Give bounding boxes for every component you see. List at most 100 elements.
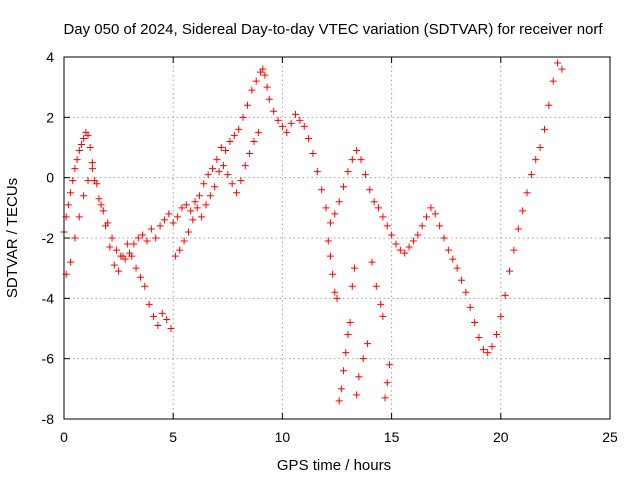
data-point xyxy=(88,159,96,167)
data-points xyxy=(60,59,566,405)
data-point xyxy=(501,291,509,299)
data-point xyxy=(193,204,201,212)
data-point xyxy=(322,204,330,212)
data-point xyxy=(265,95,273,103)
sdtvar-lower-branch xyxy=(62,128,262,332)
data-point xyxy=(239,113,247,121)
data-point xyxy=(182,201,190,209)
data-point xyxy=(361,171,369,179)
data-point xyxy=(202,201,210,209)
chart-title: Day 050 of 2024, Sidereal Day-to-day VTE… xyxy=(63,21,603,38)
data-point xyxy=(141,282,149,290)
data-point xyxy=(93,180,101,188)
data-point xyxy=(215,168,223,176)
data-point xyxy=(86,144,94,151)
data-point xyxy=(209,165,217,173)
data-point xyxy=(368,258,376,266)
data-point xyxy=(475,334,483,342)
data-point xyxy=(171,252,179,260)
data-point xyxy=(110,261,118,269)
sdtvar-dropouts xyxy=(324,237,393,405)
data-point xyxy=(97,201,105,209)
data-point xyxy=(383,379,391,387)
data-point xyxy=(401,249,409,257)
data-point xyxy=(195,192,203,200)
y-tick-label: -8 xyxy=(42,411,55,427)
data-point xyxy=(217,144,225,151)
data-point xyxy=(305,134,313,142)
data-point xyxy=(73,156,81,164)
x-tick-label: 5 xyxy=(169,429,177,445)
data-point xyxy=(150,312,158,320)
data-point xyxy=(243,101,251,109)
y-axis-label: SDTVAR / TECUs xyxy=(4,178,21,298)
data-point xyxy=(497,312,505,320)
data-point xyxy=(123,240,131,248)
data-point xyxy=(337,385,345,393)
data-point xyxy=(370,198,378,206)
data-point xyxy=(254,128,262,136)
data-point xyxy=(287,119,295,127)
data-point xyxy=(506,267,514,275)
data-point xyxy=(409,237,417,245)
x-tick-label: 20 xyxy=(493,429,509,445)
data-point xyxy=(296,116,304,124)
data-point xyxy=(549,77,557,85)
data-point xyxy=(359,355,367,363)
data-point xyxy=(119,252,127,260)
axis-ticks: 0 5 10 15 20 25 -8 -6 -4 -2 0 2 4 xyxy=(42,49,618,445)
data-point xyxy=(274,116,282,124)
data-point xyxy=(300,122,308,130)
data-point xyxy=(145,300,153,308)
data-point xyxy=(283,128,291,136)
data-point xyxy=(222,147,230,155)
data-point xyxy=(353,391,361,399)
data-point xyxy=(101,222,109,230)
data-point xyxy=(115,267,123,275)
data-point xyxy=(335,397,343,405)
data-point xyxy=(176,246,184,254)
gridlines xyxy=(64,57,610,419)
y-tick-label: -2 xyxy=(42,230,55,246)
data-point xyxy=(510,246,518,254)
data-point xyxy=(228,180,236,188)
data-point xyxy=(431,210,439,218)
data-point xyxy=(75,213,83,221)
data-point xyxy=(84,177,92,185)
data-point xyxy=(519,207,527,215)
x-tick-label: 25 xyxy=(602,429,618,445)
data-point xyxy=(99,207,107,215)
data-point xyxy=(224,171,232,179)
data-point xyxy=(449,255,457,263)
data-point xyxy=(444,246,452,254)
data-point xyxy=(206,192,214,200)
data-point xyxy=(527,171,535,179)
data-point xyxy=(340,367,348,375)
data-point xyxy=(198,213,206,221)
x-tick-label: 15 xyxy=(384,429,400,445)
data-point xyxy=(385,361,393,369)
data-point xyxy=(436,222,444,230)
data-point xyxy=(418,222,426,230)
data-point xyxy=(191,198,199,206)
y-tick-label: 0 xyxy=(46,170,54,186)
data-point xyxy=(219,162,227,170)
data-point xyxy=(331,288,339,296)
y-tick-label: -6 xyxy=(42,351,55,367)
data-point xyxy=(457,276,465,284)
data-point xyxy=(523,189,531,197)
data-point xyxy=(147,225,155,233)
data-point xyxy=(372,282,380,290)
data-point xyxy=(540,125,548,133)
data-point xyxy=(211,183,219,191)
data-point xyxy=(278,122,286,130)
data-point xyxy=(167,325,175,332)
data-point xyxy=(71,234,79,242)
data-point xyxy=(348,156,356,164)
data-point xyxy=(204,171,212,179)
data-point xyxy=(324,237,332,245)
data-point xyxy=(77,140,85,148)
data-point xyxy=(95,195,103,203)
data-point xyxy=(160,216,168,224)
